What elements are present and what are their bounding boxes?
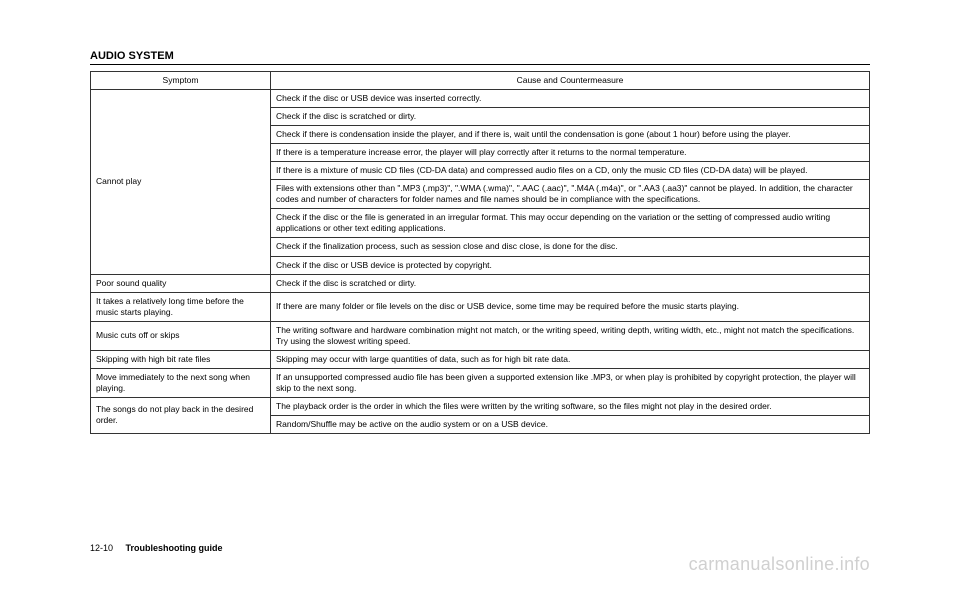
cause-cell: The playback order is the order in which… [271, 397, 870, 415]
cause-cell: If there is a temperature increase error… [271, 144, 870, 162]
cause-cell: Check if the disc is scratched or dirty. [271, 274, 870, 292]
troubleshooting-table: Symptom Cause and Countermeasure Cannot … [90, 71, 870, 434]
table-body: Cannot playCheck if the disc or USB devi… [91, 90, 870, 434]
cause-cell: Check if there is condensation inside th… [271, 126, 870, 144]
cause-cell: Files with extensions other than ".MP3 (… [271, 180, 870, 209]
symptom-cell: Cannot play [91, 90, 271, 275]
symptom-cell: Move immediately to the next song when p… [91, 368, 271, 397]
cause-cell: Skipping may occur with large quantities… [271, 350, 870, 368]
watermark: carmanualsonline.info [689, 554, 870, 575]
cause-cell: If there is a mixture of music CD files … [271, 162, 870, 180]
section-title: AUDIO SYSTEM [90, 50, 870, 65]
cause-cell: If an unsupported compressed audio file … [271, 368, 870, 397]
page-footer: 12-10 Troubleshooting guide [90, 543, 223, 553]
cause-cell: Random/Shuffle may be active on the audi… [271, 415, 870, 433]
cause-cell: Check if the finalization process, such … [271, 238, 870, 256]
footer-title: Troubleshooting guide [126, 543, 223, 553]
cause-cell: Check if the disc or the file is generat… [271, 209, 870, 238]
page-number: 12-10 [90, 543, 113, 553]
symptom-cell: It takes a relatively long time before t… [91, 292, 271, 321]
symptom-cell: The songs do not play back in the desire… [91, 397, 271, 433]
cause-cell: Check if the disc or USB device was inse… [271, 90, 870, 108]
header-cause: Cause and Countermeasure [271, 72, 870, 90]
cause-cell: The writing software and hardware combin… [271, 321, 870, 350]
cause-cell: Check if the disc or USB device is prote… [271, 256, 870, 274]
symptom-cell: Skipping with high bit rate files [91, 350, 271, 368]
cause-cell: Check if the disc is scratched or dirty. [271, 108, 870, 126]
cause-cell: If there are many folder or file levels … [271, 292, 870, 321]
symptom-cell: Poor sound quality [91, 274, 271, 292]
header-symptom: Symptom [91, 72, 271, 90]
symptom-cell: Music cuts off or skips [91, 321, 271, 350]
